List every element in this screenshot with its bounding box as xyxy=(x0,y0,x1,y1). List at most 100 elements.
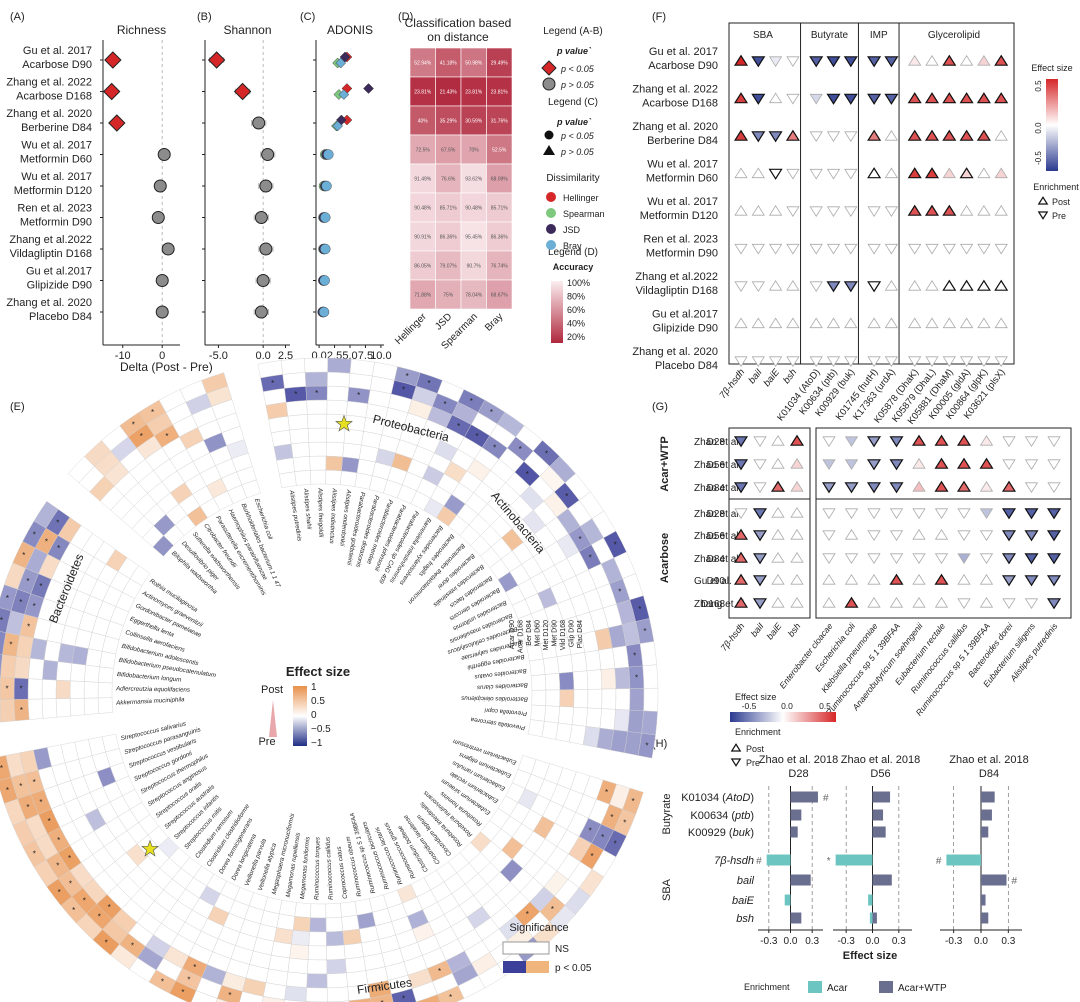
gene-triangle xyxy=(768,317,783,329)
row-study: Zhao et al. xyxy=(694,509,741,520)
species-label: Bacteroides clarus xyxy=(477,681,528,691)
heatmap-cell xyxy=(435,279,462,310)
left-triangle xyxy=(753,482,767,494)
significance-pos-swatch xyxy=(526,961,549,973)
left-triangle xyxy=(752,553,768,565)
legend-ab-item: p < 0.05 xyxy=(560,64,595,74)
heatmap-cell xyxy=(409,134,436,165)
heatmap-cell xyxy=(435,221,462,252)
study-name: Ren et al. 2023 xyxy=(17,203,92,215)
right-triangle xyxy=(866,436,882,448)
gene-triangle xyxy=(786,243,800,255)
panel-label-E: (E) xyxy=(10,401,25,413)
heatmap-col-label: Hellinger xyxy=(393,311,429,347)
gene-triangle xyxy=(908,317,922,329)
gene-triangle xyxy=(826,356,841,368)
ring-cell xyxy=(309,917,327,933)
bar-acar-wtp xyxy=(872,874,892,886)
gene-triangle xyxy=(977,204,991,216)
gene-triangle xyxy=(843,281,858,293)
significance-marker: * xyxy=(827,856,831,867)
gene-triangle xyxy=(908,54,922,66)
gene-triangle xyxy=(844,243,858,255)
study-treatment: Acarbose D168 xyxy=(16,91,92,103)
ring-cell xyxy=(99,651,117,669)
panel-f-gene-grid: SBA Butyrate IMP Glycerolipid Gu et al. 2017… xyxy=(632,22,1079,427)
significance-star: * xyxy=(428,379,431,388)
ring-cell xyxy=(555,722,573,743)
gene-triangle xyxy=(751,281,765,293)
group-label-glycerolipid: Glycerolipid xyxy=(928,30,980,41)
heatmap-cell-label: 30.59% xyxy=(465,119,483,125)
ring-cell xyxy=(83,681,99,699)
bar-acar-wtp xyxy=(981,791,995,803)
significance-star: * xyxy=(187,975,190,984)
significance-star: * xyxy=(108,903,111,912)
significance-star: * xyxy=(228,991,231,1000)
facet-subtitle: D84 xyxy=(979,768,999,780)
gene-triangle xyxy=(907,167,922,179)
ring-cell xyxy=(84,664,100,683)
point-nonsignificant xyxy=(155,305,169,319)
category-close: ) xyxy=(750,810,754,822)
ring-cell xyxy=(276,457,295,475)
gene-triangle xyxy=(867,56,882,68)
significance-star: * xyxy=(470,397,473,406)
bar-acar-wtp xyxy=(981,912,989,924)
significance-star: * xyxy=(193,963,196,972)
ring-label: Vild D168 xyxy=(560,620,567,650)
row-group-label: Acarbose xyxy=(659,533,671,583)
legend-c-item: p > 0.05 xyxy=(560,147,595,157)
significance-star: * xyxy=(565,492,568,501)
bar-acar-wtp xyxy=(872,912,877,924)
legend-f-pre: Pre xyxy=(1052,211,1066,221)
panel-label-D: (D) xyxy=(398,11,413,23)
gene-triangle xyxy=(733,54,749,66)
significance-star: * xyxy=(406,372,409,381)
left-column-label: baiI xyxy=(749,621,766,639)
heatmap-cell-label: 68.09% xyxy=(491,177,509,183)
point-nonsignificant xyxy=(157,148,171,161)
ring-cell xyxy=(629,688,645,712)
heatmap-cell-label: 86.05% xyxy=(414,264,432,270)
left-triangle xyxy=(790,457,804,469)
heatmap-col-label: Bray xyxy=(483,311,505,333)
ring-cell xyxy=(348,373,373,391)
effect-legend-wedge xyxy=(269,700,277,737)
right-triangle xyxy=(1046,553,1062,565)
right-triangle xyxy=(822,508,836,520)
row-group-label: Acar+WTP xyxy=(659,436,671,491)
significance-star: * xyxy=(545,449,548,458)
right-triangle xyxy=(934,480,949,492)
ring-cell xyxy=(343,428,364,446)
ring-cell xyxy=(28,657,45,680)
panel-a-b-c: Gu et al. 2017 Acarbose D90 Zhang et al. 2… xyxy=(6,23,391,374)
gene-triangle xyxy=(959,279,974,291)
ring-cell xyxy=(344,956,367,974)
legend-g-post: Post xyxy=(746,744,765,754)
row-treatment: Glipizide D90 xyxy=(653,323,718,335)
heatmap-cell-label: 79.07% xyxy=(440,264,458,270)
species-label: Bacteroides oleiciplenus xyxy=(461,694,528,702)
gene-triangle xyxy=(768,279,783,291)
heatmap-col-label: JSD xyxy=(433,311,454,332)
right-triangle xyxy=(889,482,904,494)
ring-cell xyxy=(291,930,310,946)
gene-triangle xyxy=(907,129,922,141)
row-study: Zhao et al. xyxy=(694,531,741,542)
gene-triangle xyxy=(908,279,922,291)
category-gene: AtoD xyxy=(725,792,751,804)
gene-triangle xyxy=(785,129,800,141)
ring-cell xyxy=(325,930,345,947)
significance-star: * xyxy=(27,622,30,631)
heatmap-cell xyxy=(435,47,462,78)
gene-triangle xyxy=(826,168,841,180)
panel-labels: (A) (B) (C) (D) (E) (F) (G) (H) xyxy=(10,11,668,750)
significance-star: * xyxy=(151,408,154,417)
right-triangle xyxy=(1001,508,1017,520)
heatmap-cell-label: 52.94% xyxy=(414,61,432,67)
gene-triangle xyxy=(867,93,882,105)
right-triangle xyxy=(822,573,836,585)
gene-triangle xyxy=(924,92,940,104)
ring-cell xyxy=(584,649,602,672)
